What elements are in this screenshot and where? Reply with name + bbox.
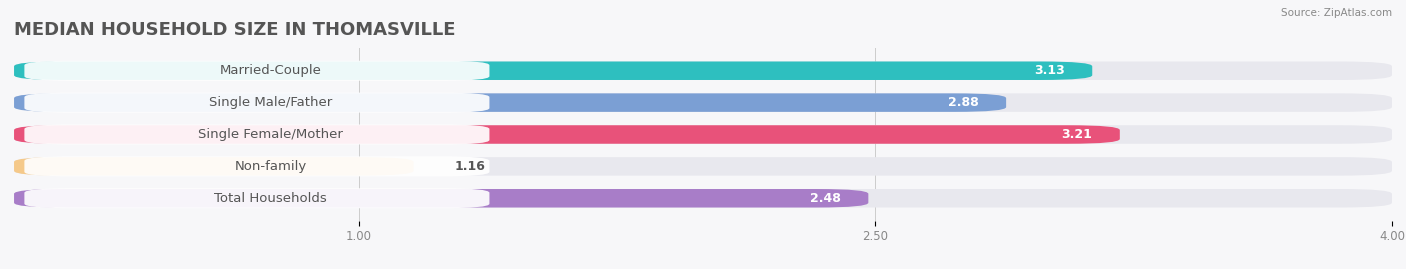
- Text: 3.21: 3.21: [1062, 128, 1092, 141]
- FancyBboxPatch shape: [14, 62, 1092, 80]
- FancyBboxPatch shape: [14, 189, 1392, 207]
- Text: 1.16: 1.16: [456, 160, 486, 173]
- Text: 3.13: 3.13: [1033, 64, 1064, 77]
- Text: Non-family: Non-family: [235, 160, 307, 173]
- FancyBboxPatch shape: [14, 125, 1119, 144]
- FancyBboxPatch shape: [14, 189, 869, 207]
- Text: Married-Couple: Married-Couple: [219, 64, 322, 77]
- FancyBboxPatch shape: [24, 188, 489, 208]
- Text: Single Male/Father: Single Male/Father: [209, 96, 332, 109]
- Text: Total Households: Total Households: [214, 192, 328, 205]
- FancyBboxPatch shape: [14, 93, 1007, 112]
- FancyBboxPatch shape: [14, 62, 1392, 80]
- FancyBboxPatch shape: [14, 157, 413, 176]
- FancyBboxPatch shape: [14, 125, 1392, 144]
- FancyBboxPatch shape: [24, 125, 489, 144]
- Text: 2.48: 2.48: [810, 192, 841, 205]
- Text: Source: ZipAtlas.com: Source: ZipAtlas.com: [1281, 8, 1392, 18]
- Text: MEDIAN HOUSEHOLD SIZE IN THOMASVILLE: MEDIAN HOUSEHOLD SIZE IN THOMASVILLE: [14, 20, 456, 38]
- FancyBboxPatch shape: [24, 156, 489, 176]
- Text: 2.88: 2.88: [948, 96, 979, 109]
- FancyBboxPatch shape: [24, 93, 489, 113]
- Text: Single Female/Mother: Single Female/Mother: [198, 128, 343, 141]
- FancyBboxPatch shape: [14, 157, 1392, 176]
- FancyBboxPatch shape: [14, 93, 1392, 112]
- FancyBboxPatch shape: [24, 61, 489, 81]
